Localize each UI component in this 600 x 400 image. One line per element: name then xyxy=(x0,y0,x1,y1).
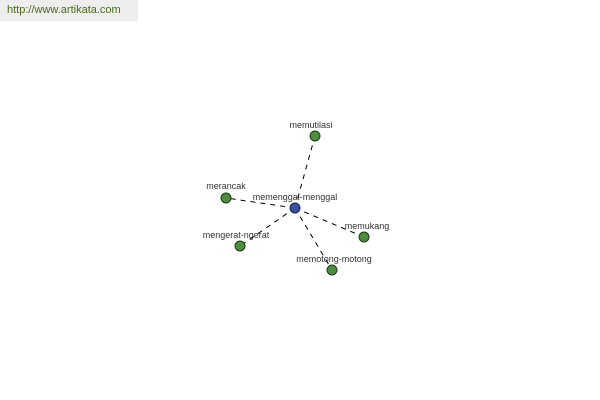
node-memutilasi[interactable] xyxy=(309,130,321,142)
edge-memutilasi xyxy=(294,135,316,209)
label-center[interactable]: memenggal-menggal xyxy=(253,192,338,202)
edge-memukang xyxy=(294,207,365,238)
edge-memotong-motong xyxy=(294,207,333,271)
edge-merancak xyxy=(225,197,296,209)
edge-mengerat-ngerat xyxy=(239,207,296,247)
label-memutilasi[interactable]: memutilasi xyxy=(289,120,332,130)
node-center[interactable] xyxy=(289,202,301,214)
label-memotong-motong[interactable]: memotong-motong xyxy=(296,254,372,264)
label-mengerat-ngerat[interactable]: mengerat-ngerat xyxy=(203,230,270,240)
node-merancak[interactable] xyxy=(220,192,232,204)
node-memotong-motong[interactable] xyxy=(326,264,338,276)
node-memukang[interactable] xyxy=(358,231,370,243)
label-memukang[interactable]: memukang xyxy=(345,221,390,231)
label-merancak[interactable]: merancak xyxy=(206,181,246,191)
site-url-link[interactable]: http://www.artikata.com xyxy=(0,0,138,21)
node-mengerat-ngerat[interactable] xyxy=(234,240,246,252)
